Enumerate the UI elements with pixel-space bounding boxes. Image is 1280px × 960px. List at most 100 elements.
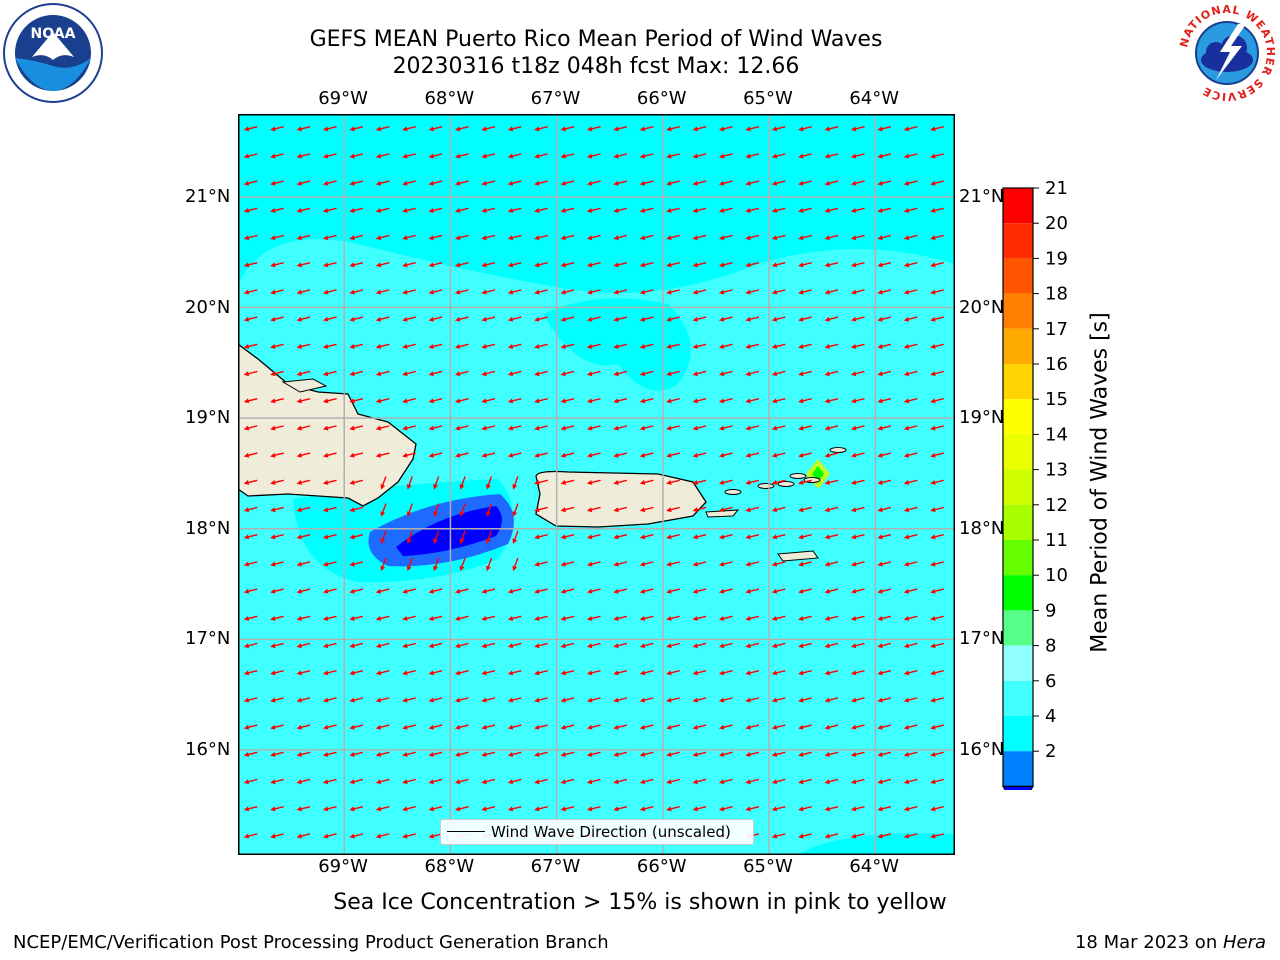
wave-direction-arrow — [349, 615, 364, 621]
wave-direction-arrow — [903, 615, 918, 621]
wave-direction-arrow — [798, 261, 812, 268]
wave-direction-arrow — [666, 234, 680, 241]
virgin-island — [829, 447, 847, 453]
wave-direction-arrow — [692, 343, 707, 349]
wave-direction-arrow — [850, 805, 865, 812]
wave-direction-arrow — [692, 261, 707, 268]
wave-direction-arrow — [586, 506, 601, 513]
wave-direction-arrow — [798, 642, 812, 649]
wave-direction-arrow — [534, 370, 548, 377]
wave-direction-arrow — [745, 751, 760, 757]
wave-direction-arrow — [850, 479, 865, 485]
wave-direction-arrow — [322, 153, 337, 159]
wave-direction-arrow — [534, 452, 548, 458]
wave-direction-arrow — [375, 778, 390, 785]
wave-period-map — [238, 114, 955, 855]
wave-direction-arrow — [850, 642, 865, 649]
wave-direction-arrow — [850, 180, 865, 186]
wave-direction-arrow — [666, 125, 680, 132]
wave-direction-arrow — [586, 207, 601, 213]
wave-direction-arrow — [930, 452, 944, 458]
wave-direction-arrow — [666, 697, 680, 703]
wave-direction-arrow — [481, 697, 496, 703]
wave-direction-arrow — [296, 724, 311, 730]
wave-direction-arrow — [718, 125, 733, 132]
wave-direction-arrow — [666, 343, 680, 349]
wave-direction-arrow — [824, 588, 839, 594]
wave-direction-arrow — [666, 724, 680, 730]
wave-direction-arrow — [402, 234, 416, 241]
wave-direction-arrow — [771, 669, 786, 676]
wave-direction-arrow — [718, 805, 733, 812]
wave-direction-arrow — [534, 615, 548, 621]
wave-direction-arrow — [692, 533, 707, 540]
wave-direction-arrow — [692, 125, 707, 132]
wave-direction-arrow — [560, 724, 575, 730]
wave-direction-arrow — [798, 234, 812, 241]
wave-direction-arrow — [322, 724, 337, 730]
wave-direction-arrow — [798, 833, 812, 839]
wave-direction-arrow — [349, 479, 364, 485]
wave-direction-arrow — [296, 697, 311, 703]
wave-direction-arrow — [560, 479, 575, 485]
wave-direction-arrow — [613, 642, 628, 649]
wave-direction-arrow — [877, 397, 892, 404]
wave-direction-arrow — [850, 697, 865, 703]
wave-direction-arrow — [930, 289, 944, 295]
wave-direction-arrow — [798, 425, 812, 431]
wave-direction-arrow — [481, 805, 496, 812]
wave-direction-arrow — [586, 479, 601, 485]
wave-direction-arrow — [380, 530, 387, 544]
wave-direction-arrow — [877, 316, 892, 322]
wave-direction-arrow — [243, 316, 258, 322]
lat-tick-label: 17°N — [185, 628, 231, 650]
wave-direction-arrow — [534, 778, 548, 785]
wave-direction-arrow — [798, 479, 812, 485]
wave-direction-arrow — [824, 289, 839, 295]
wave-direction-arrow — [349, 261, 364, 268]
wave-direction-arrow — [692, 425, 707, 431]
wave-direction-arrow — [639, 561, 654, 567]
wave-direction-arrow — [877, 180, 892, 186]
wave-direction-arrow — [481, 452, 496, 458]
wave-direction-arrow — [930, 615, 944, 621]
wave-direction-arrow — [349, 207, 364, 213]
wave-direction-arrow — [349, 533, 364, 540]
wave-direction-arrow — [745, 234, 760, 241]
wave-direction-arrow — [586, 370, 601, 377]
wave-direction-arrow — [930, 153, 944, 159]
wave-direction-arrow — [507, 125, 522, 132]
lat-tick-label: 19°N — [185, 407, 231, 429]
lat-tick-label: 20°N — [185, 296, 231, 318]
wave-direction-arrow — [507, 669, 522, 676]
wave-direction-arrow — [850, 234, 865, 241]
wave-direction-arrow — [507, 180, 522, 186]
wave-direction-arrow — [692, 642, 707, 649]
colorbar-tick-label: 15 — [1045, 389, 1068, 410]
wave-direction-arrow — [349, 697, 364, 703]
wave-direction-arrow — [428, 751, 443, 757]
wave-direction-arrow — [586, 642, 601, 649]
wave-direction-arrow — [586, 289, 601, 295]
wave-direction-arrow — [850, 207, 865, 213]
wave-direction-arrow — [877, 506, 892, 513]
wave-direction-arrow — [586, 724, 601, 730]
wave-direction-arrow — [322, 180, 337, 186]
wave-direction-arrow — [375, 697, 390, 703]
wave-direction-arrow — [454, 261, 469, 268]
wave-direction-arrow — [718, 289, 733, 295]
wave-direction-arrow — [534, 316, 548, 322]
wave-direction-arrow — [243, 833, 258, 839]
wave-direction-arrow — [243, 778, 258, 785]
wave-direction-arrow — [243, 289, 258, 295]
wave-direction-arrow — [322, 615, 337, 621]
wave-direction-arrow — [270, 397, 284, 404]
wave-direction-arrow — [428, 316, 443, 322]
wave-direction-arrow — [824, 561, 839, 567]
wave-direction-arrow — [666, 642, 680, 649]
wave-direction-arrow — [824, 452, 839, 458]
wave-direction-arrow — [639, 316, 654, 322]
wave-direction-arrow — [512, 476, 519, 490]
colorbar-swatch — [1003, 434, 1033, 470]
footer-machine: Hera — [1222, 932, 1266, 953]
